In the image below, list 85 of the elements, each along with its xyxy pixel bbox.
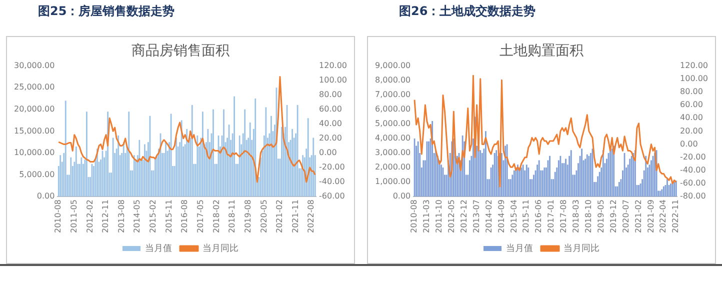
x-tick-label: 2014-05: [132, 200, 142, 234]
x-tick-label: 2012-11: [101, 200, 110, 234]
legend-label: 当月同比: [564, 242, 600, 253]
y2-tick-label: -40.00: [680, 165, 706, 174]
x-tick-label: 2011-03: [422, 200, 432, 234]
x-tick-label: 2012-12: [459, 200, 468, 234]
x-tick-label: 2014-02: [484, 200, 494, 234]
x-tick-label: 2015-11: [164, 200, 174, 234]
x-tick-label: 2010-08: [410, 200, 419, 234]
x-tick-label: 2018-11: [228, 200, 237, 234]
y2-tick-label: 40.00: [319, 119, 342, 128]
x-tick-label: 2011-10: [434, 200, 444, 234]
y-tick-label: 6,000.00: [375, 104, 411, 114]
x-tick-label: 2013-08: [116, 200, 126, 234]
y2-tick-label: -20.00: [319, 162, 345, 172]
x-tick-label: 2022-04: [658, 200, 668, 234]
y2-tick-label: 80.00: [319, 90, 342, 99]
x-tick-label: 2017-08: [559, 200, 568, 234]
y2-tick-label: 100.00: [319, 75, 348, 84]
y2-tick-label: -20.00: [680, 152, 706, 162]
y2-tick-label: -80.00: [680, 192, 706, 201]
x-tick-label: 2022-11: [671, 200, 680, 234]
y-tick-label: 30,000.00: [14, 60, 55, 70]
x-tick-label: 2022-08: [306, 200, 316, 234]
x-tick-label: 2021-09: [646, 200, 656, 234]
y2-tick-label: 40.00: [680, 113, 703, 122]
x-tick-label: 2017-01: [546, 200, 556, 234]
y-tick-label: 20,000.00: [14, 104, 55, 114]
y2-tick-label: 60.00: [680, 100, 703, 110]
x-tick-label: 2016-08: [180, 200, 190, 234]
y2-tick-label: 0.00: [319, 148, 337, 158]
y2-tick-label: 60.00: [319, 104, 342, 114]
legend-label: 当月值: [145, 242, 172, 253]
x-tick-label: 2019-05: [596, 200, 606, 234]
x-tick-label: 2018-02: [212, 200, 221, 234]
y-tick-label: 0.00: [392, 192, 411, 201]
y-tick-label: 25,000.00: [14, 82, 55, 92]
y2-tick-label: -60.00: [319, 192, 345, 201]
chart-subtitle: 土地购置面积: [500, 43, 584, 60]
x-tick-label: 2012-02: [85, 200, 94, 234]
chart-subtitle: 商品房销售面积: [132, 43, 230, 60]
y2-tick-label: 120.00: [319, 60, 348, 70]
y2-tick-label: -60.00: [680, 178, 706, 188]
x-tick-label: 2018-03: [572, 200, 581, 234]
x-tick-label: 2021-11: [290, 200, 300, 234]
y-tick-label: 4,000.00: [375, 134, 411, 143]
y-tick-label: 1,000.00: [375, 177, 411, 186]
y2-tick-label: 20.00: [680, 126, 703, 136]
x-tick-label: 2010-08: [54, 200, 63, 234]
y2-tick-label: 120.00: [680, 60, 708, 70]
x-tick-label: 2015-11: [522, 200, 531, 234]
x-tick-label: 2012-05: [446, 200, 456, 234]
y-tick-label: 5,000.00: [19, 170, 55, 179]
y-tick-label: 3,000.00: [375, 148, 411, 158]
y-tick-label: 9,000.00: [375, 60, 411, 70]
y2-tick-label: 80.00: [680, 87, 703, 96]
x-tick-label: 2014-09: [496, 200, 506, 234]
y2-tick-label: -40.00: [319, 177, 345, 186]
x-tick-label: 2020-05: [259, 200, 268, 234]
x-tick-label: 2011-05: [69, 200, 78, 234]
y-tick-label: 5,000.00: [375, 119, 411, 128]
x-tick-label: 2017-05: [196, 200, 205, 234]
x-tick-label: 2021-02: [634, 200, 643, 234]
x-tick-label: 2021-02: [275, 200, 284, 234]
y-tick-label: 15,000.00: [14, 126, 55, 136]
x-tick-label: 2018-10: [584, 200, 593, 234]
y2-tick-label: 20.00: [319, 134, 342, 143]
y-tick-label: 7,000.00: [375, 90, 411, 99]
legend-label: 当月值: [506, 242, 533, 253]
x-tick-label: 2013-07: [472, 200, 481, 234]
chart-title: 图26：土地成交数据走势: [398, 3, 537, 20]
y-tick-label: 0.00: [36, 192, 55, 201]
y-tick-label: 2,000.00: [375, 162, 411, 172]
x-tick-label: 2019-12: [608, 200, 618, 234]
x-tick-label: 2019-08: [243, 200, 252, 234]
y-tick-label: 8,000.00: [375, 75, 411, 84]
chart-title: 图25：房屋销售数据走势: [37, 3, 176, 20]
x-tick-label: 2015-02: [148, 200, 158, 234]
y2-tick-label: 100.00: [680, 74, 708, 83]
x-tick-label: 2016-06: [534, 200, 544, 234]
x-tick-label: 2020-07: [621, 200, 630, 234]
x-tick-label: 2015-04: [509, 200, 518, 234]
legend-label: 当月同比: [202, 242, 238, 253]
y-tick-label: 10,000.00: [14, 148, 55, 158]
y2-tick-label: 0.00: [680, 139, 698, 148]
